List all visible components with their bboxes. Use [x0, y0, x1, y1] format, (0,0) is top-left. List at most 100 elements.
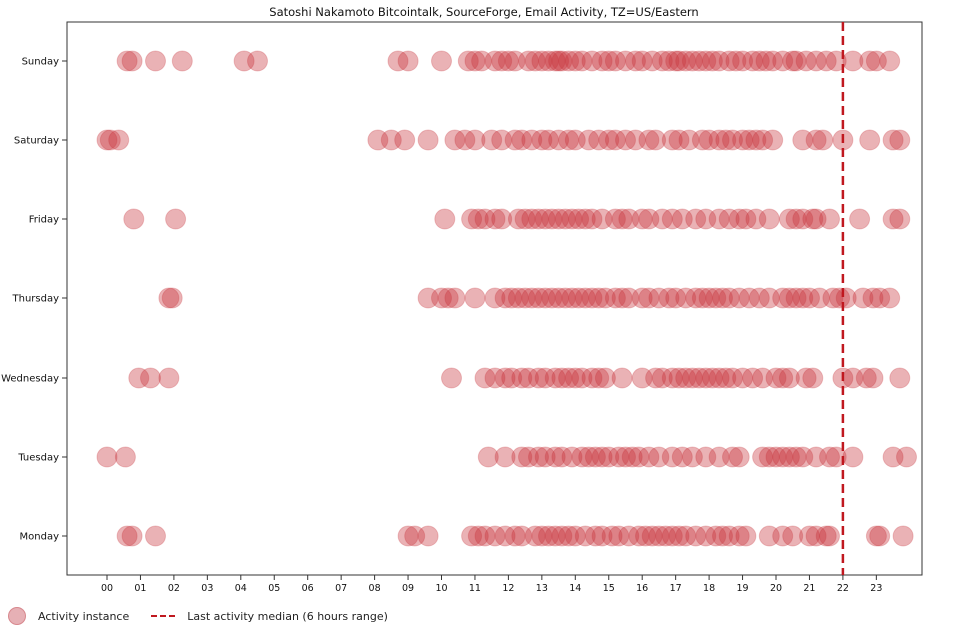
activity-point [417, 129, 439, 151]
activity-point [835, 287, 857, 309]
x-tick-label: 22 [837, 583, 849, 594]
activity-point [695, 208, 717, 230]
activity-point [574, 287, 596, 309]
activity-point [708, 129, 730, 151]
activity-point [534, 287, 556, 309]
activity-point [541, 208, 563, 230]
activity-point [564, 525, 586, 547]
activity-point [805, 208, 827, 230]
activity-point [658, 287, 680, 309]
activity-point [792, 446, 814, 468]
activity-point [615, 50, 636, 72]
activity-point [461, 208, 483, 230]
activity-point [785, 50, 807, 72]
activity-point [678, 129, 700, 151]
activity-point [601, 525, 623, 547]
x-tick-label: 12 [502, 583, 514, 594]
activity-point [618, 287, 640, 309]
activity-point [795, 367, 817, 389]
activity-point [648, 446, 670, 468]
activity-point [431, 50, 452, 72]
activity-point [521, 129, 543, 151]
activity-point [598, 129, 620, 151]
activity-point [691, 129, 713, 151]
activity-point [685, 525, 707, 547]
y-tick-label: Monday [20, 532, 60, 543]
activity-point [758, 208, 780, 230]
activity-point [842, 50, 864, 72]
activity-point [822, 287, 844, 309]
activity-point [715, 129, 737, 151]
activity-point [722, 446, 743, 468]
activity-point [558, 525, 580, 547]
activity-point [648, 287, 670, 309]
activity-point [825, 50, 847, 72]
activity-point [722, 367, 743, 389]
activity-point [815, 525, 837, 547]
activity-point [528, 287, 549, 309]
x-tick-label: 00 [101, 583, 113, 594]
activity-point [491, 50, 513, 72]
activity-point [518, 50, 539, 72]
activity-point [554, 287, 576, 309]
y-tick-label: Friday [29, 215, 59, 226]
activity-point [799, 525, 820, 547]
x-tick-label: 11 [469, 583, 481, 594]
activity-point [528, 367, 549, 389]
activity-point [548, 287, 570, 309]
activity-point [718, 287, 740, 309]
activity-point [158, 287, 180, 309]
activity-point [668, 367, 690, 389]
activity-point [581, 287, 603, 309]
activity-point [628, 446, 650, 468]
activity-point [728, 525, 750, 547]
activity-point [171, 50, 193, 72]
activity-point [742, 50, 764, 72]
activity-point [625, 50, 646, 72]
activity-point [896, 446, 917, 468]
activity-point [705, 525, 727, 547]
activity-point [668, 129, 690, 151]
activity-point [548, 129, 570, 151]
activity-point [745, 129, 767, 151]
activity-point [805, 129, 827, 151]
activity-point [879, 50, 901, 72]
activity-point [387, 50, 409, 72]
activity-point [504, 129, 526, 151]
x-tick-label: 14 [569, 583, 581, 594]
activity-point [108, 129, 130, 151]
activity-point [722, 129, 743, 151]
activity-point [638, 208, 660, 230]
activity-point [685, 208, 707, 230]
x-tick-label: 07 [335, 583, 347, 594]
activity-point [785, 446, 807, 468]
x-tick-label: 21 [803, 583, 815, 594]
activity-point [752, 446, 774, 468]
activity-point [668, 50, 690, 72]
activity-point [467, 525, 489, 547]
activity-point [792, 287, 814, 309]
activity-point [685, 287, 707, 309]
activity-point [464, 287, 486, 309]
x-tick-label: 20 [770, 583, 782, 594]
activity-point [558, 367, 580, 389]
activity-point [491, 129, 513, 151]
activity-point [121, 50, 143, 72]
y-tick-label: Tuesday [17, 453, 59, 464]
activity-point [604, 50, 626, 72]
activity-point [799, 287, 820, 309]
activity-point [528, 446, 549, 468]
activity-point [772, 367, 794, 389]
y-tick-label: Saturday [14, 136, 59, 147]
points-layer [96, 50, 917, 547]
activity-point [96, 446, 118, 468]
activity-point [578, 446, 600, 468]
legend-activity-label: Activity instance [38, 609, 130, 623]
activity-point [578, 129, 600, 151]
x-tick-label: 01 [134, 583, 146, 594]
activity-point [882, 129, 904, 151]
activity-point [635, 525, 656, 547]
activity-point [417, 525, 439, 547]
activity-point [758, 525, 780, 547]
x-tick-label: 05 [268, 583, 280, 594]
